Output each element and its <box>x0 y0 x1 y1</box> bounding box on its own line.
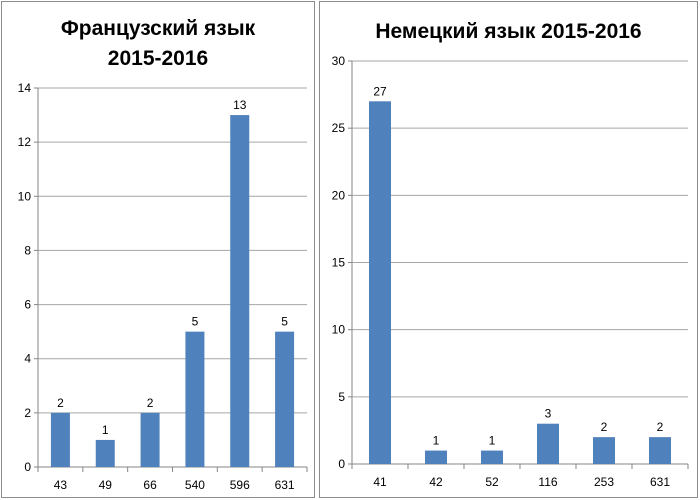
chart-title-line: 2015-2016 <box>107 47 209 70</box>
x-tick-label: 540 <box>185 478 205 492</box>
y-tick-label: 20 <box>332 188 346 202</box>
data-label: 2 <box>147 396 154 410</box>
chart-panel-french: Французский язык 2015-2016 0 2 4 6 8 10 12 14 43… <box>1 1 315 498</box>
x-tick-label: 631 <box>650 475 670 489</box>
y-tick-label: 10 <box>332 323 346 337</box>
bar-chart-german: 0 5 10 15 20 25 30 41 42 52 116 253 631 27 1 1 3 2 2 <box>332 54 689 489</box>
y-tick-label: 30 <box>332 54 346 68</box>
y-tick-label: 0 <box>338 457 345 471</box>
data-label: 27 <box>373 84 387 98</box>
y-tick-label: 6 <box>24 298 31 312</box>
data-label: 13 <box>233 98 247 112</box>
bar <box>649 437 671 464</box>
data-label: 1 <box>102 423 109 437</box>
y-tick-label: 10 <box>18 189 32 203</box>
bar <box>185 331 205 467</box>
chart-title-line: Немецкий язык 2015-2016 <box>375 20 642 43</box>
y-tick-label: 4 <box>24 352 31 366</box>
chart-panel-german: Немецкий язык 2015-2016 0 5 10 15 20 25 30 41 42… <box>319 1 698 498</box>
y-tick-label: 15 <box>332 256 346 270</box>
bar <box>425 450 447 464</box>
y-tick-label: 8 <box>24 243 31 257</box>
bar <box>593 437 615 464</box>
y-tick-label: 2 <box>24 406 31 420</box>
bar <box>50 412 70 467</box>
bar <box>275 331 295 467</box>
y-tick-label: 25 <box>332 121 346 135</box>
y-tick-label: 12 <box>18 135 32 149</box>
data-label: 5 <box>192 315 199 329</box>
x-tick-label: 596 <box>230 478 250 492</box>
y-tick-label: 14 <box>18 81 32 95</box>
bar <box>140 412 160 467</box>
bar <box>230 115 250 468</box>
x-tick-label: 52 <box>485 475 499 489</box>
bar <box>481 450 503 464</box>
y-tick-label: 0 <box>24 460 31 474</box>
data-label: 1 <box>433 434 440 448</box>
x-tick-label: 116 <box>538 475 557 489</box>
x-tick-label: 631 <box>275 478 295 492</box>
bar <box>537 423 559 464</box>
data-label: 3 <box>545 407 552 421</box>
bar <box>369 101 391 465</box>
data-label: 5 <box>281 315 288 329</box>
data-label: 2 <box>601 420 608 434</box>
chart-title-line: Французский язык <box>60 17 256 40</box>
x-tick-label: 43 <box>54 478 68 492</box>
x-tick-label: 66 <box>143 478 157 492</box>
data-label: 2 <box>657 420 664 434</box>
data-label: 2 <box>57 396 64 410</box>
y-tick-label: 5 <box>338 390 345 404</box>
x-tick-label: 42 <box>429 475 443 489</box>
x-tick-label: 49 <box>99 478 113 492</box>
data-label: 1 <box>489 434 496 448</box>
x-tick-label: 253 <box>594 475 614 489</box>
chart-title: Немецкий язык 2015-2016 <box>320 17 697 47</box>
bar <box>95 439 115 467</box>
chart-title: Французский язык 2015-2016 <box>2 14 314 74</box>
x-tick-label: 41 <box>373 475 387 489</box>
